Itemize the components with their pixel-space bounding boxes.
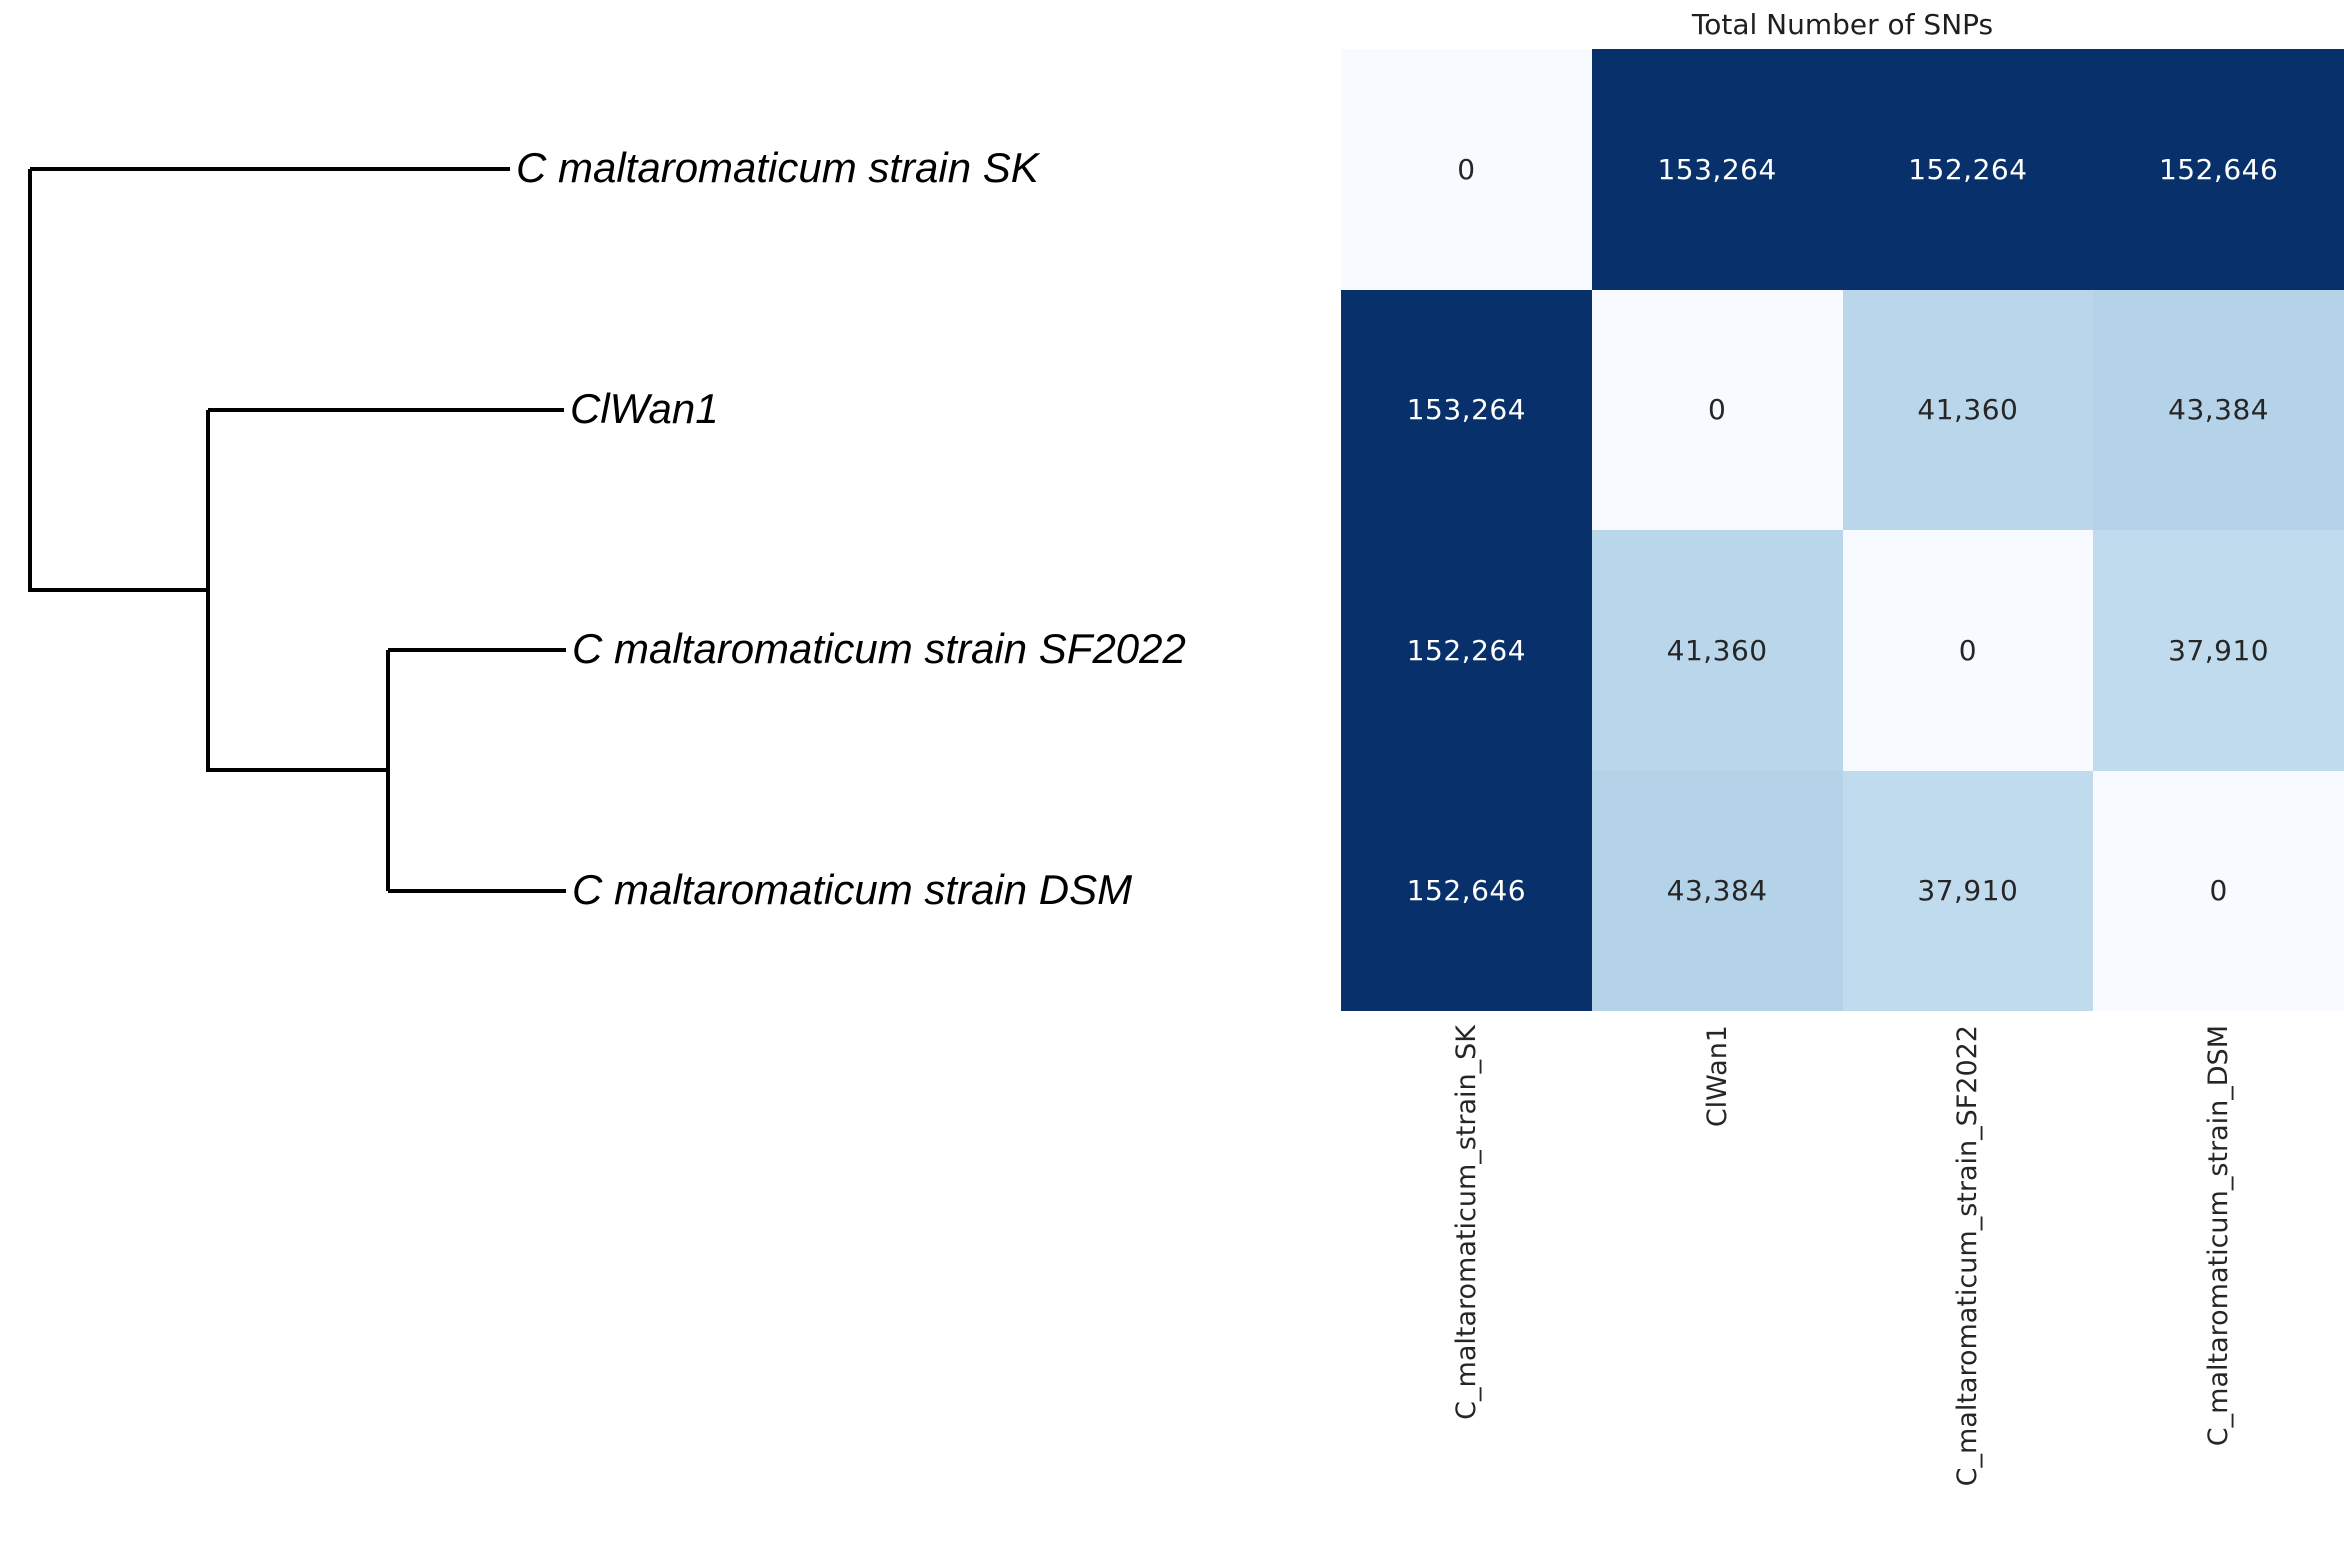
heatmap-column-labels: C_maltaromaticum_strain_SK ClWan1 C_maltar…: [1341, 1011, 2344, 1554]
heatmap-cell: 0: [1341, 49, 1592, 290]
column-tick-label: C_maltaromaticum_strain_SF2022: [1952, 1025, 1984, 1487]
heatmap-cell: 41,360: [1591, 530, 1843, 771]
heatmap-cell: 153,264: [1591, 49, 1843, 290]
leaf-label-strain-sk: C maltaromaticum strain SK: [516, 144, 1039, 192]
column-tick-label: ClWan1: [1701, 1025, 1733, 1128]
heatmap-cell: 37,910: [2093, 530, 2344, 771]
heatmap-cell: 37,910: [1842, 770, 2094, 1011]
heatmap-cell: 43,384: [2093, 289, 2344, 530]
heatmap-cell: 0: [1591, 289, 1843, 530]
tree-branches: [28, 167, 566, 893]
column-label-slot: C_maltaromaticum_strain_SK: [1341, 1011, 1592, 1554]
heatmap-title: Total Number of SNPs: [1691, 8, 1994, 41]
column-label-slot: ClWan1: [1592, 1011, 1843, 1554]
heatmap-cell: 0: [1842, 530, 2094, 771]
column-label-slot: C_maltaromaticum_strain_DSM: [2093, 1011, 2344, 1554]
heatmap-cell: 152,646: [1341, 770, 1592, 1011]
column-label-slot: C_maltaromaticum_strain_SF2022: [1843, 1011, 2094, 1554]
leaf-label-strain-dsm: C maltaromaticum strain DSM: [572, 866, 1133, 914]
heatmap-cell: 41,360: [1842, 289, 2094, 530]
column-tick-label: C_maltaromaticum_strain_SK: [1450, 1025, 1482, 1420]
leaf-label-clwan1: ClWan1: [570, 385, 719, 433]
snp-heatmap: 0 153,264 152,264 152,646 153,264 0 41,360 43,3…: [1341, 49, 2344, 1011]
heatmap-cell: 152,264: [1341, 530, 1592, 771]
heatmap-cell: 152,646: [2093, 49, 2344, 290]
heatmap-cell: 0: [2093, 770, 2344, 1011]
heatmap-cell: 152,264: [1842, 49, 2094, 290]
column-tick-label: C_maltaromaticum_strain_DSM: [2203, 1025, 2235, 1447]
phylogenetic-tree: [28, 167, 566, 893]
leaf-label-strain-sf2022: C maltaromaticum strain SF2022: [572, 625, 1186, 673]
heatmap-cell: 43,384: [1591, 770, 1843, 1011]
heatmap-cell: 153,264: [1341, 289, 1592, 530]
